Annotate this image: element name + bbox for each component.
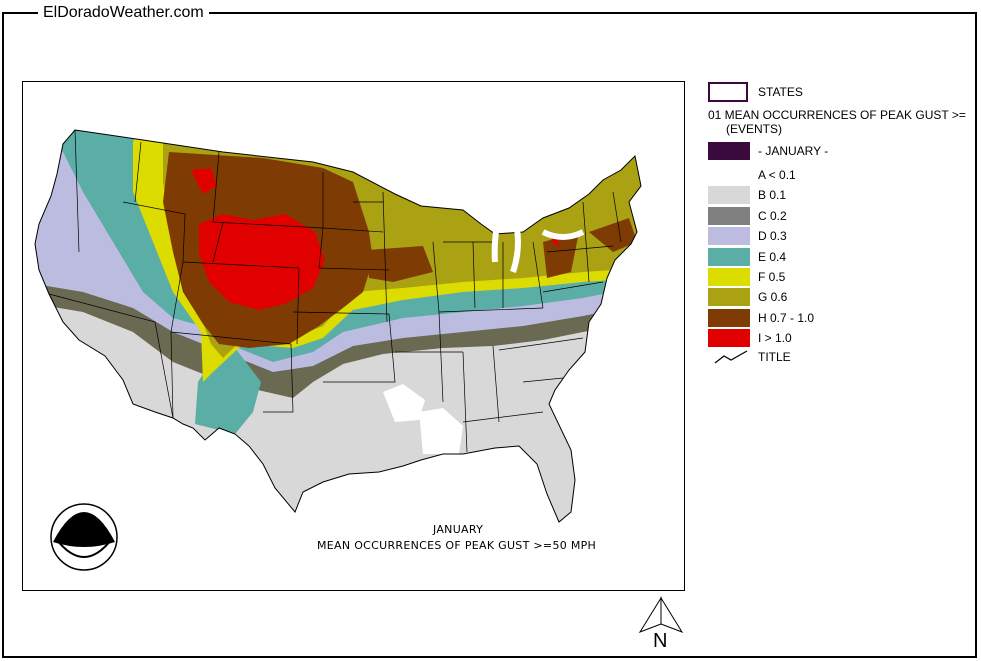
zone-h-northeast [543, 232, 579, 278]
svg-text:noaa: noaa [73, 515, 95, 525]
legend-class-swatch [708, 186, 750, 205]
north-arrow: N [636, 596, 686, 656]
legend-class-label: I > 1.0 [758, 331, 792, 346]
noaa-logo: noaa [50, 503, 118, 571]
legend-class-label: E 0.4 [758, 249, 787, 264]
states-swatch [708, 82, 748, 102]
title-line-icon [714, 350, 748, 364]
site-title: ElDoradoWeather.com [38, 3, 209, 23]
north-arrow-icon [638, 596, 684, 633]
legend-class-swatch [708, 247, 750, 266]
great-lakes [491, 201, 585, 273]
legend-class-swatch [708, 227, 750, 246]
north-label: N [653, 630, 668, 652]
legend-class-label: D 0.3 [758, 229, 787, 244]
legend-class-swatch [708, 308, 750, 327]
legend-class-label: B 0.1 [758, 188, 787, 203]
legend-class-swatch [708, 206, 750, 225]
legend-class-swatch [708, 329, 750, 348]
zone-h-plains [367, 246, 433, 282]
legend-class-swatch [708, 166, 750, 184]
legend-class-label: H 0.7 - 1.0 [758, 310, 815, 325]
legend-class-label: A < 0.1 [758, 168, 796, 182]
zone-a-gulf [419, 408, 463, 454]
zone-i-montana [191, 168, 217, 194]
outer-frame [2, 12, 977, 658]
gust-zones [35, 130, 641, 522]
map-panel: noaa JANUARY MEAN OCCURRENCES OF PEAK GU… [22, 81, 685, 591]
legend-class-swatch [708, 288, 750, 307]
zone-a-louisiana [383, 384, 425, 422]
legend-class-label: C 0.2 [758, 208, 787, 223]
legend-class-label: F 0.5 [758, 270, 786, 284]
month-swatch [708, 142, 750, 160]
legend-class-label: G 0.6 [758, 290, 788, 305]
map-caption-title: MEAN OCCURRENCES OF PEAK GUST >=50 MPH [317, 539, 597, 552]
map-caption-month: JANUARY [433, 523, 484, 536]
zone-i-rockies [199, 214, 325, 310]
us-map: noaa [34, 129, 642, 571]
zone-h-newengland [589, 218, 637, 252]
legend-class-swatch [708, 268, 750, 286]
state-boundaries [48, 129, 622, 453]
